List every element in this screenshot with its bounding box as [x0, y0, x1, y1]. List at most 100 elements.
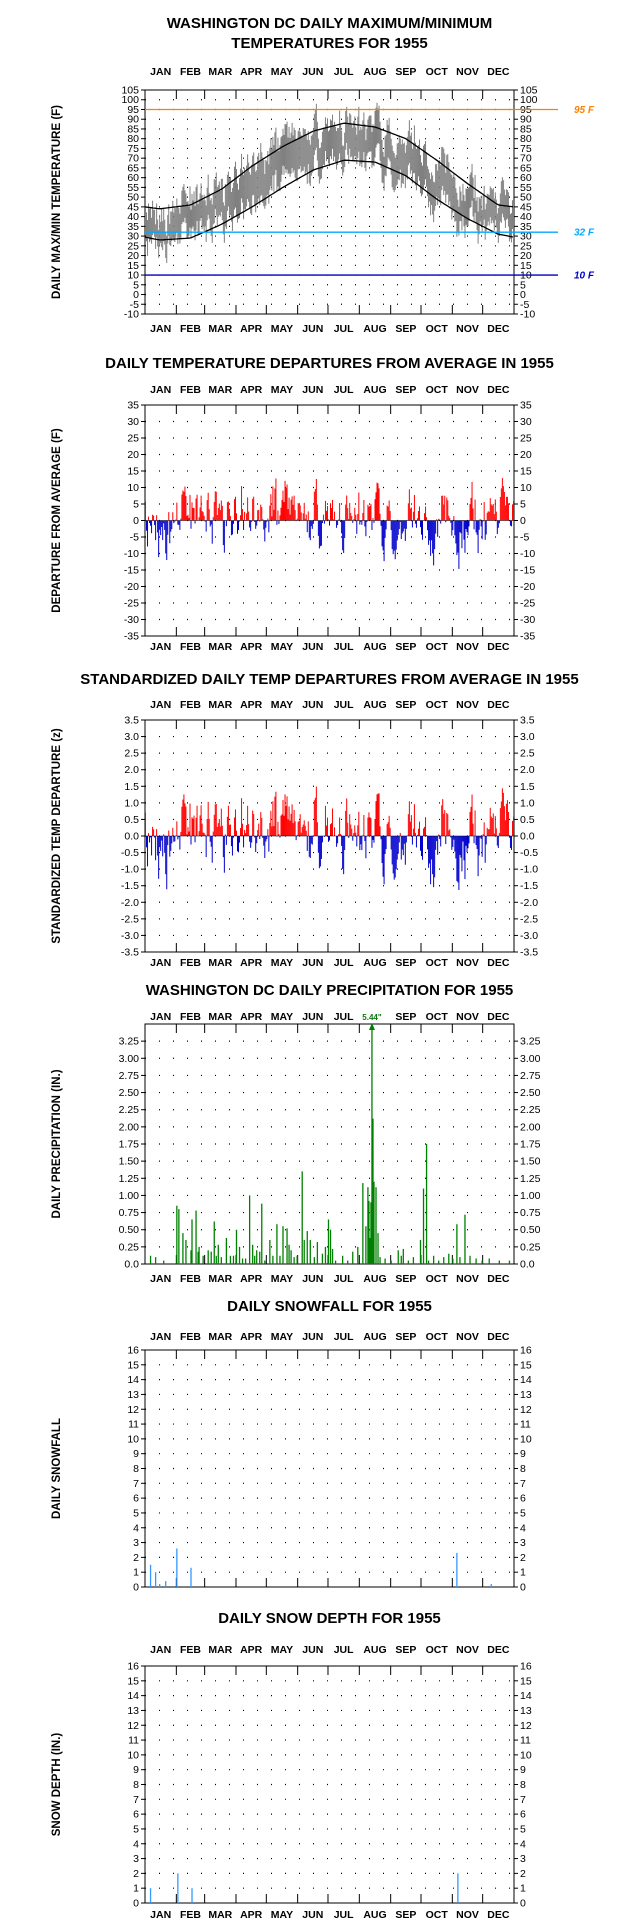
month-label-top: DEC — [487, 384, 510, 396]
month-label-top: JUN — [302, 1331, 323, 1343]
x-axis: JAN JAN FEB FEB MAR MAR APR APR MAY MAY JUN JUN JUL J… — [150, 1011, 510, 1285]
y-tick-label-left: 0 — [133, 515, 139, 527]
y-tick-label-left: 0.0 — [124, 831, 139, 843]
month-label-top: AUG — [363, 1644, 386, 1656]
y-tick-label-left: 3.0 — [124, 731, 139, 743]
month-label-bottom: AUG — [363, 957, 386, 969]
y-tick-label-left: -0.5 — [121, 847, 139, 859]
chart-title: DAILY TEMPERATURE DEPARTURES FROM AVERAG… — [105, 355, 554, 372]
month-label-bottom: JAN — [150, 1909, 171, 1921]
y-tick-label-right: -0.5 — [520, 847, 538, 859]
month-label-top: JUL — [334, 384, 354, 396]
y-tick-label-right: 75 — [520, 143, 532, 155]
y-tick-label-left: 6 — [133, 1493, 139, 1505]
y-tick-label-left: 0 — [133, 1898, 139, 1910]
normal-max-line — [144, 122, 514, 210]
chart-departures: DAILY TEMPERATURE DEPARTURES FROM AVERAG… — [51, 355, 554, 653]
month-label-top: JAN — [150, 699, 171, 711]
y-tick-label-left: 85 — [127, 123, 139, 135]
y-tick-label-right: 14 — [520, 1374, 532, 1386]
y-tick-label-right: -1.0 — [520, 864, 538, 876]
y-tick-label-right: 12 — [520, 1720, 532, 1732]
month-label-bottom: NOV — [456, 1273, 479, 1285]
month-label-top: DEC — [487, 699, 510, 711]
month-label-bottom: OCT — [426, 1909, 449, 1921]
y-tick-label-right: 10 — [520, 1749, 532, 1761]
month-label-top: FEB — [180, 66, 201, 78]
y-tick-label-left: 35 — [127, 400, 139, 412]
month-label-top: AUG — [363, 66, 386, 78]
y-axis: 3.25 3.25 3.00 3.00 2.75 2.75 2.50 2.50 2.25 2.25… — [119, 1036, 541, 1271]
month-label-top: AUG — [363, 384, 386, 396]
precip-bars — [149, 1024, 511, 1264]
y-tick-label-right: 65 — [520, 162, 532, 174]
month-label-top: SEP — [395, 1331, 416, 1343]
y-tick-label-right: 5 — [520, 1823, 526, 1835]
month-label-bottom: DEC — [487, 1909, 510, 1921]
y-tick-label-left: 2.5 — [124, 748, 139, 760]
month-label-top: JUN — [302, 66, 323, 78]
month-label-bottom: APR — [240, 323, 263, 335]
y-tick-label-left: 1 — [133, 1883, 139, 1895]
y-tick-label-left: -5 — [130, 532, 139, 544]
y-tick-label-right: 15 — [520, 260, 532, 272]
y-tick-label-right: -3.0 — [520, 930, 538, 942]
month-label-bottom: SEP — [395, 323, 416, 335]
y-tick-label-left: 55 — [127, 182, 139, 194]
y-tick-label-left: 0.25 — [119, 1241, 140, 1253]
chart-title: WASHINGTON DC DAILY PRECIPITATION FOR 19… — [146, 982, 514, 999]
chart-standardized: STANDARDIZED DAILY TEMP DEPARTURES FROM … — [51, 671, 579, 969]
month-label-top: DEC — [487, 66, 510, 78]
y-tick-label-left: 20 — [127, 250, 139, 262]
y-tick-label-right: 1.50 — [520, 1156, 541, 1168]
y-tick-label-right: 2.5 — [520, 748, 535, 760]
y-tick-label-left: -30 — [124, 614, 139, 626]
y-tick-label-left: 4 — [133, 1838, 139, 1850]
month-label-bottom: OCT — [426, 957, 449, 969]
y-tick-label-left: 15 — [127, 466, 139, 478]
off-scale-arrow — [368, 1023, 375, 1030]
month-label-top: JUL — [334, 1011, 354, 1023]
y-tick-label-left: 15 — [127, 1359, 139, 1371]
month-label-bottom: OCT — [426, 323, 449, 335]
y-tick-label-right: 85 — [520, 123, 532, 135]
month-label-bottom: FEB — [180, 957, 201, 969]
y-tick-label-left: 50 — [127, 192, 139, 204]
y-tick-label-right: 3 — [520, 1853, 526, 1865]
snowfall-bars — [149, 1548, 492, 1587]
month-label-bottom: JUL — [334, 1909, 354, 1921]
month-label-bottom: MAY — [271, 323, 293, 335]
y-tick-label-left: 3 — [133, 1853, 139, 1865]
y-tick-label-right: 35 — [520, 400, 532, 412]
y-tick-label-right: -15 — [520, 565, 535, 577]
y-tick-label-left: 9 — [133, 1764, 139, 1776]
month-label-bottom: SEP — [395, 1273, 416, 1285]
y-tick-label-right: 11 — [520, 1735, 531, 1747]
month-label-top: OCT — [426, 1011, 449, 1023]
y-tick-label-left: -25 — [124, 598, 139, 610]
y-tick-label-left: 25 — [127, 240, 139, 252]
off-scale-label: 5.44" — [362, 1013, 382, 1022]
chart-title: DAILY SNOW DEPTH FOR 1955 — [218, 1610, 441, 1627]
y-tick-label-right: -20 — [520, 581, 535, 593]
month-label-top: JUL — [334, 1644, 354, 1656]
month-label-bottom: JUN — [302, 1909, 323, 1921]
reference-line-label: 10 F — [574, 271, 595, 282]
month-label-top: AUG — [363, 699, 386, 711]
reference-line-label: 95 F — [574, 105, 595, 116]
y-tick-label-right: 50 — [520, 192, 532, 204]
y-tick-label-left: 30 — [127, 231, 139, 243]
y-tick-label-left: 2 — [133, 1552, 139, 1564]
month-label-top: FEB — [180, 699, 201, 711]
y-tick-label-left: 0.0 — [124, 1259, 139, 1271]
y-tick-label-right: 20 — [520, 250, 532, 262]
month-label-top: JUN — [302, 1644, 323, 1656]
y-tick-label-right: 3.00 — [520, 1053, 541, 1065]
y-tick-label-right: 7 — [520, 1794, 526, 1806]
y-tick-label-left: 6 — [133, 1809, 139, 1821]
y-tick-label-left: 16 — [127, 1661, 139, 1673]
month-label-top: JUL — [334, 699, 354, 711]
x-axis: JAN JAN FEB FEB MAR MAR APR APR MAY MAY JUN JUN JUL J… — [150, 66, 510, 335]
y-tick-label-right: -10 — [520, 309, 535, 321]
x-axis: JAN FEB MAR APR MAY JUN JUL AUG SEP OCT NOV DEC — [150, 1331, 510, 1587]
